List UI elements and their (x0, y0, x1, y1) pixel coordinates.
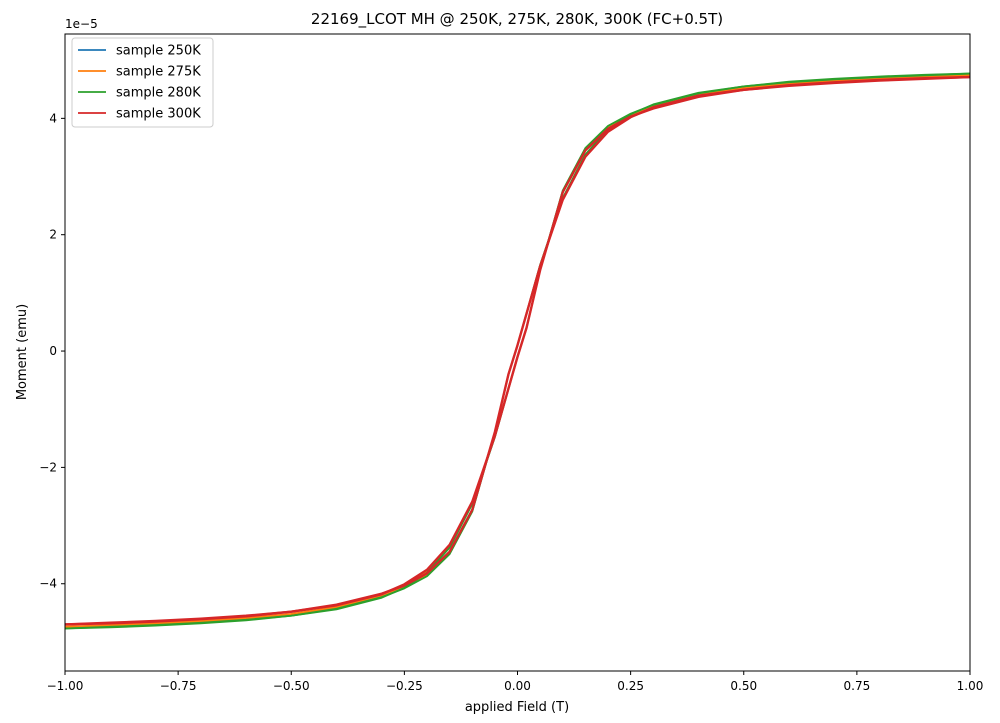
legend-label: sample 250K (116, 44, 201, 59)
legend-box (71, 37, 214, 128)
x-axis-label: applied Field (T) (465, 700, 569, 715)
chart-title: 22169_LCOT MH @ 250K, 275K, 280K, 300K (… (311, 10, 723, 29)
x-tick-label: −0.50 (273, 679, 310, 693)
y-tick-label: 4 (49, 111, 57, 125)
legend-label: sample 275K (116, 65, 201, 80)
y-axis-ticks: −4 −2 0 2 4 (39, 111, 65, 591)
x-tick-label: −1.00 (47, 679, 84, 693)
series-layer (65, 72, 970, 630)
x-axis-ticks: −1.00 −0.75 −0.50 −0.25 0.00 0.25 0.50 0.75 1.00 (47, 671, 984, 693)
y-tick-label: −2 (39, 460, 57, 474)
plot-area (64, 33, 971, 672)
y-axis-offset-text: 1e−5 (65, 17, 98, 31)
x-tick-label: 0.50 (730, 679, 757, 693)
series-sample-300k (65, 75, 970, 626)
x-tick-label: 1.00 (957, 679, 984, 693)
legend-label: sample 300K (116, 107, 201, 122)
x-tick-label: −0.75 (160, 679, 197, 693)
x-tick-label: 0.75 (844, 679, 871, 693)
y-tick-label: 0 (49, 344, 57, 358)
legend-label: sample 280K (116, 86, 201, 101)
x-tick-label: −0.25 (386, 679, 423, 693)
y-tick-label: −4 (39, 577, 57, 591)
x-tick-label: 0.25 (617, 679, 644, 693)
y-axis-label: Moment (emu) (15, 304, 30, 400)
legend: sample 250K sample 275K sample 280K sample … (71, 37, 214, 128)
y-tick-label: 2 (49, 228, 57, 242)
series-line-ascending (65, 75, 970, 626)
legend-items: sample 250K sample 275K sample 280K sample … (78, 44, 201, 122)
x-tick-label: 0.00 (504, 679, 531, 693)
